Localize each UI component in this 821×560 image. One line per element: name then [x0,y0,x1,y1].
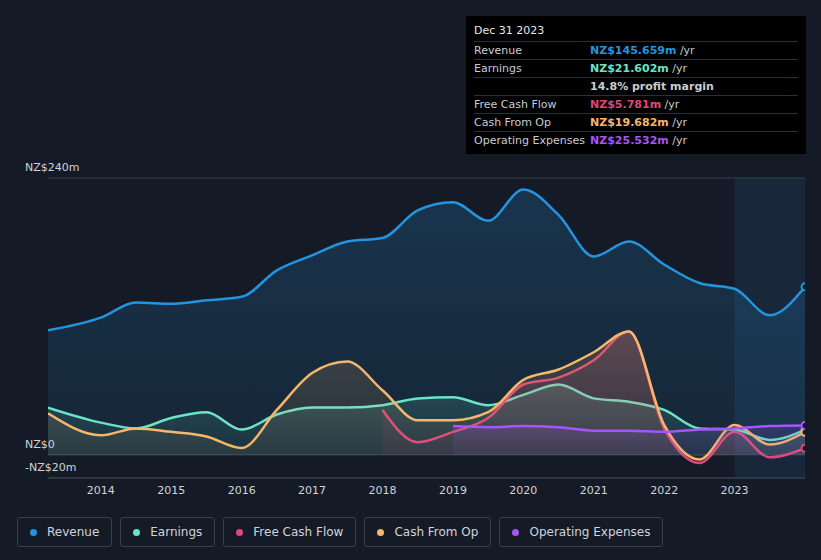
html-text:NZ$19.682m /yr: NZ$19.682m /yr [590,116,687,129]
svg-text:2015: 2015 [157,484,185,497]
html-text:Revenue: Revenue [47,525,100,539]
svg-text:2023: 2023 [721,484,749,497]
html-text:Earnings: Earnings [150,525,203,539]
html-text:Operating Expenses: Operating Expenses [529,525,651,539]
html-text:NZ$25.532m /yr: NZ$25.532m /yr [590,134,687,147]
html-text:NZ$5.781m /yr: NZ$5.781m /yr [590,98,680,111]
svg-text:2020: 2020 [509,484,537,497]
svg-text:2017: 2017 [298,484,326,497]
html-text:Dec 31 2023: Dec 31 2023 [474,24,545,37]
html-text:14.8% profit margin: 14.8% profit margin [590,80,714,93]
svg-text:2021: 2021 [580,484,608,497]
svg-text:2014: 2014 [87,484,115,497]
html-text:Earnings: Earnings [474,62,522,75]
svg-text:NZ$240m: NZ$240m [25,161,79,174]
html-text:Free Cash Flow: Free Cash Flow [474,98,557,111]
html-text:Free Cash Flow: Free Cash Flow [253,525,344,539]
html-text:Cash From Op: Cash From Op [474,116,551,129]
html-text:NZ$21.602m /yr: NZ$21.602m /yr [590,62,687,75]
svg-text:2016: 2016 [228,484,256,497]
svg-text:-NZ$20m: -NZ$20m [25,461,76,474]
svg-text:2022: 2022 [650,484,678,497]
html-text:Revenue: Revenue [474,44,522,57]
html-text:NZ$145.659m /yr: NZ$145.659m /yr [590,44,695,57]
html-text:Operating Expenses: Operating Expenses [474,134,585,147]
svg-text:NZ$0: NZ$0 [25,438,55,451]
html-text:Cash From Op: Cash From Op [394,525,479,539]
svg-text:2018: 2018 [368,484,396,497]
svg-text:2019: 2019 [439,484,467,497]
